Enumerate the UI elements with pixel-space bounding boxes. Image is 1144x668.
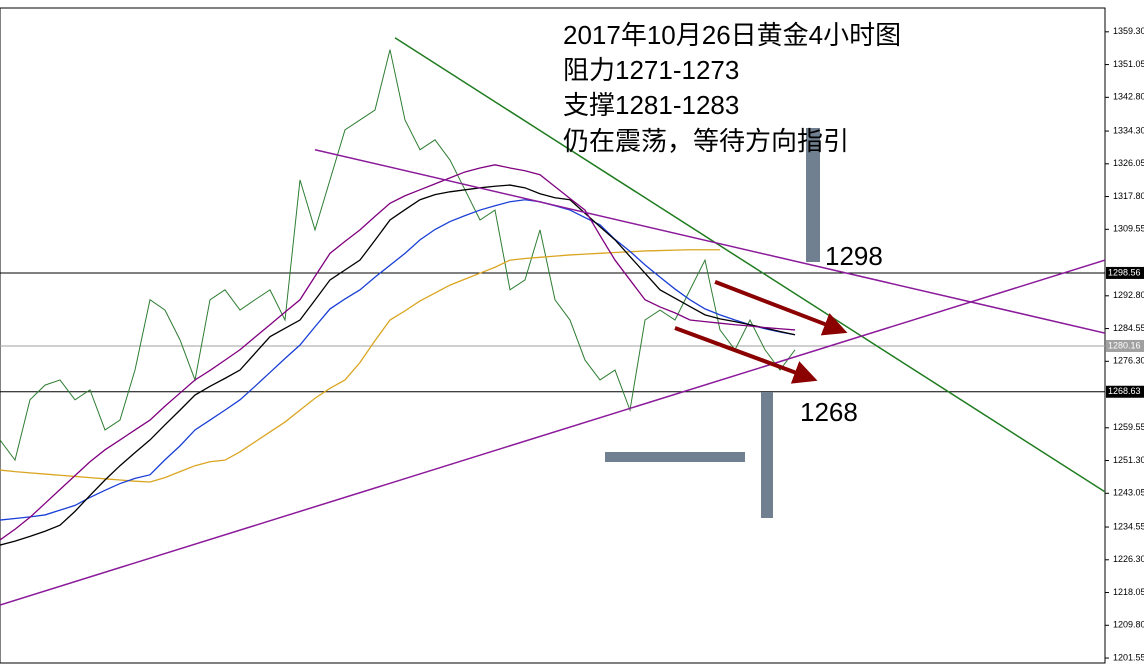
y-tick-label: 1284.55 bbox=[1113, 323, 1144, 333]
level-note: 1298 bbox=[825, 241, 883, 271]
level-label: 1268.63 bbox=[1108, 386, 1141, 396]
y-tick-label: 1359.30 bbox=[1113, 26, 1144, 36]
series-line bbox=[0, 164, 796, 541]
annotation: 阻力1271-1273 bbox=[563, 55, 739, 85]
arrow bbox=[674, 326, 818, 384]
trendline bbox=[314, 148, 1105, 334]
y-tick-label: 1226.30 bbox=[1113, 554, 1144, 564]
annotation: 仍在震荡，等待方向指引 bbox=[563, 126, 849, 156]
level-label: 1280.16 bbox=[1108, 340, 1141, 350]
y-tick-label: 1259.55 bbox=[1113, 422, 1144, 432]
y-tick-label: 1234.55 bbox=[1113, 521, 1144, 531]
series-line bbox=[0, 49, 796, 462]
plot-area bbox=[0, 37, 1105, 606]
y-tick-label: 1218.05 bbox=[1113, 587, 1144, 597]
arrow bbox=[714, 280, 848, 336]
y-tick-label: 1334.30 bbox=[1113, 125, 1144, 135]
level-label-bg bbox=[1106, 266, 1144, 279]
plot-frame bbox=[0, 7, 1106, 664]
trendline bbox=[0, 259, 1105, 606]
y-tick-label: 1292.80 bbox=[1113, 290, 1144, 300]
series-line bbox=[0, 199, 796, 521]
gray-bar bbox=[605, 452, 745, 462]
annotation: 支撑1281-1283 bbox=[563, 90, 739, 120]
y-tick-label: 1317.80 bbox=[1113, 191, 1144, 201]
series-line bbox=[0, 249, 720, 483]
y-tick-label: 1276.30 bbox=[1113, 356, 1144, 366]
level-label-bg bbox=[1106, 339, 1144, 352]
y-tick-label: 1326.05 bbox=[1113, 158, 1144, 168]
y-tick-label: 1209.80 bbox=[1113, 620, 1144, 630]
title: 2017年10月26日黄金4小时图 bbox=[563, 20, 901, 50]
level-label: 1298.56 bbox=[1108, 267, 1141, 277]
series-line bbox=[0, 184, 796, 546]
gray-bar bbox=[806, 128, 820, 262]
gray-bar bbox=[761, 392, 773, 518]
y-tick-label: 1251.30 bbox=[1113, 455, 1144, 465]
y-tick-label: 1201.55 bbox=[1113, 652, 1144, 662]
level-label-bg bbox=[1106, 385, 1144, 398]
level-note: 1268 bbox=[800, 397, 858, 427]
y-tick-label: 1342.80 bbox=[1113, 92, 1144, 102]
y-tick-label: 1243.05 bbox=[1113, 488, 1144, 498]
trendline bbox=[394, 37, 1105, 493]
y-tick-label: 1309.55 bbox=[1113, 224, 1144, 234]
y-tick-label: 1351.05 bbox=[1113, 59, 1144, 69]
